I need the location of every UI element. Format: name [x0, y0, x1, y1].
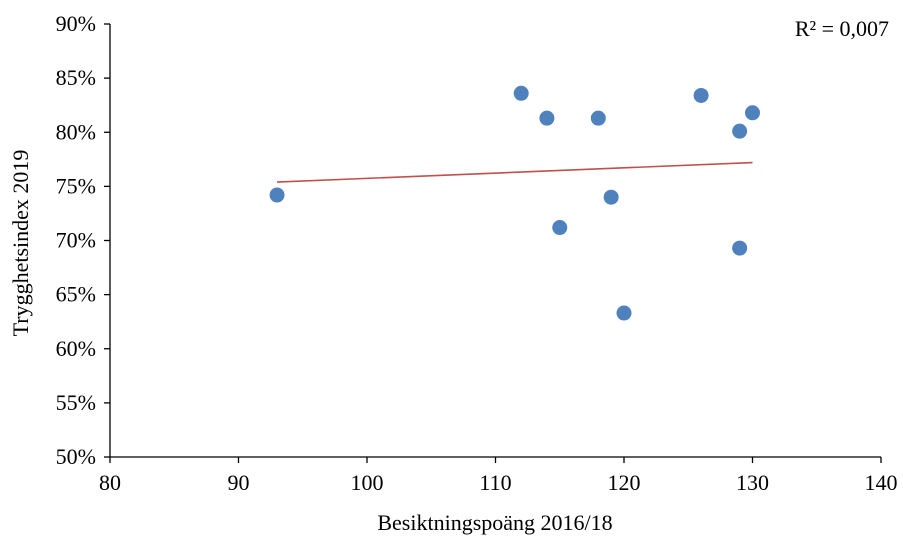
- data-point: [616, 305, 632, 321]
- y-tick-label: 70%: [56, 228, 96, 253]
- x-tick-label: 80: [99, 470, 121, 495]
- x-tick-label: 100: [351, 470, 384, 495]
- data-point: [745, 105, 760, 121]
- y-tick-label: 90%: [56, 11, 96, 36]
- r-squared-annotation: R² = 0,007: [795, 16, 889, 41]
- trendline-group: [277, 161, 753, 183]
- data-point: [539, 110, 555, 126]
- x-tick-label: 130: [736, 470, 769, 495]
- x-axis-title: Besiktningspoäng 2016/18: [377, 510, 612, 535]
- y-tick-label: 65%: [56, 282, 96, 307]
- y-tick-label: 60%: [56, 336, 96, 361]
- x-axis: 80 90 100 110 120 130 140: [99, 456, 898, 495]
- y-tick-label: 75%: [56, 173, 96, 198]
- x-tick-label: 120: [608, 470, 641, 495]
- y-tick-label: 50%: [56, 444, 96, 469]
- y-tick-label: 55%: [56, 390, 96, 415]
- y-tick-label: 80%: [56, 119, 96, 144]
- y-tick-label: 85%: [56, 65, 96, 90]
- data-point: [552, 220, 568, 236]
- x-tick-label: 140: [865, 470, 898, 495]
- trendline: [277, 161, 753, 183]
- data-point: [732, 240, 748, 256]
- x-tick-label: 90: [228, 470, 250, 495]
- data-point: [269, 187, 285, 203]
- x-tick-label: 110: [479, 470, 511, 495]
- y-axis-title: Trygghetsindex 2019: [8, 150, 33, 337]
- data-points: [269, 85, 760, 321]
- data-point: [513, 85, 529, 101]
- data-point: [590, 110, 606, 126]
- data-point: [732, 123, 748, 139]
- data-point: [603, 189, 619, 205]
- data-point: [693, 87, 709, 103]
- y-axis: 50% 55% 60% 65% 70% 75% 80% 85% 90%: [56, 11, 111, 469]
